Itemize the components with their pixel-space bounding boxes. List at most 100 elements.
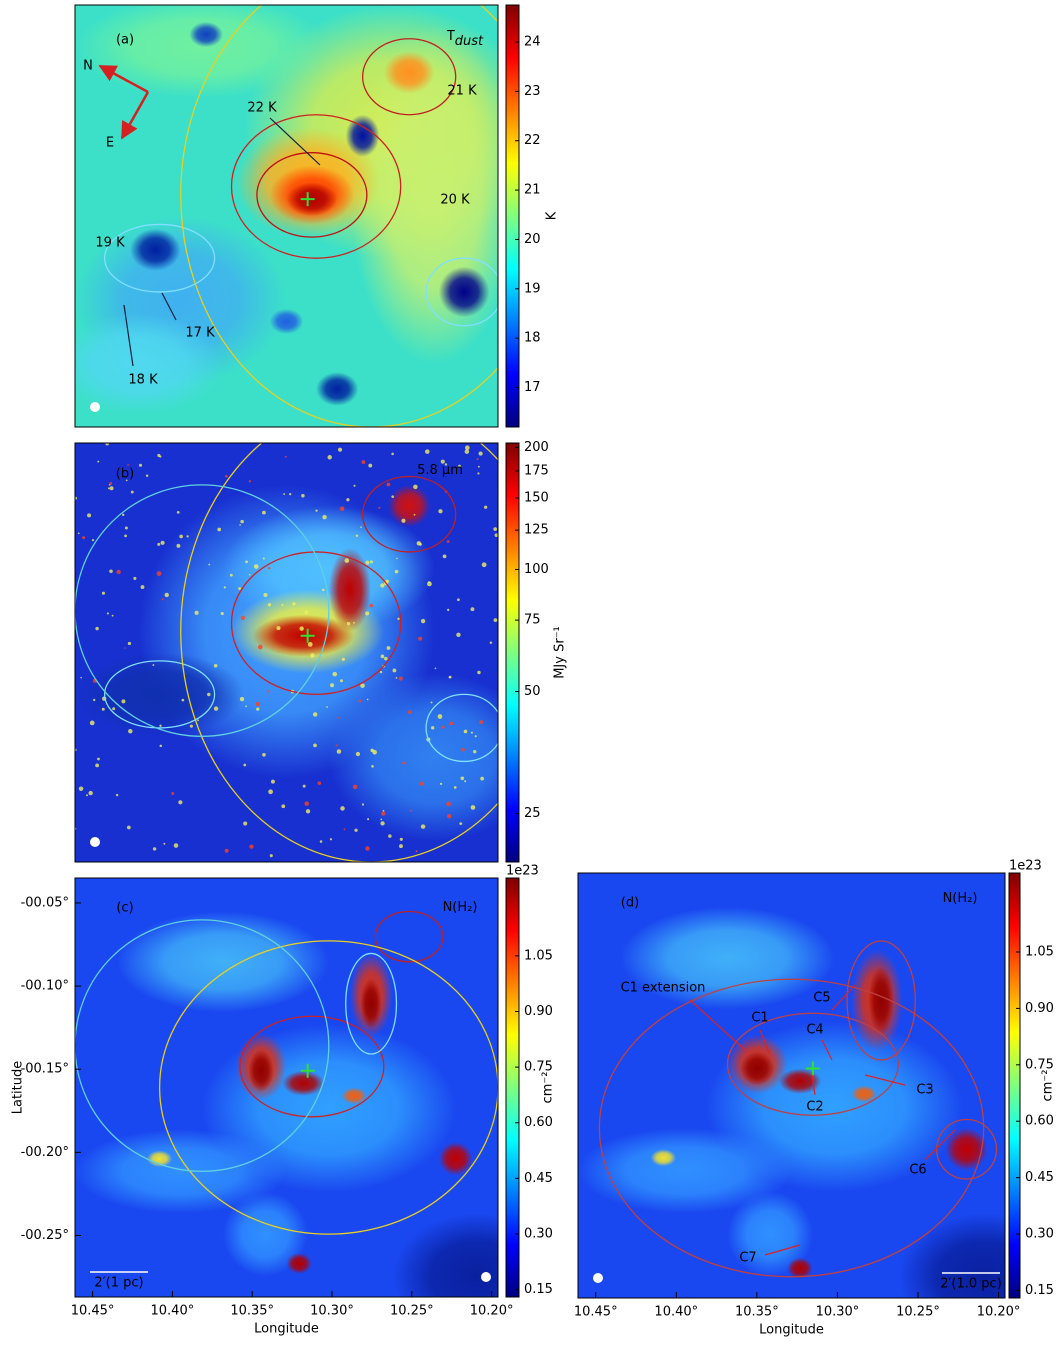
emission-region bbox=[117, 911, 329, 1013]
compass-arrow bbox=[98, 64, 149, 94]
star bbox=[430, 701, 433, 704]
star bbox=[391, 495, 395, 498]
star bbox=[397, 617, 400, 621]
star bbox=[384, 656, 388, 661]
star bbox=[380, 821, 385, 826]
star bbox=[440, 459, 445, 464]
star bbox=[128, 728, 133, 734]
source-marker bbox=[300, 1063, 315, 1078]
colorbar-label: MJy Sr⁻¹ bbox=[553, 626, 568, 679]
star bbox=[484, 505, 488, 509]
colorbar-tick-label: 0.15 bbox=[524, 1282, 553, 1297]
star bbox=[267, 603, 272, 607]
star bbox=[213, 706, 219, 711]
colorbar-tick-label: 1.05 bbox=[524, 948, 553, 963]
panel-title: N(H₂) bbox=[943, 891, 978, 906]
emission-region bbox=[787, 1257, 813, 1279]
star bbox=[415, 850, 418, 853]
contour bbox=[239, 1015, 385, 1118]
leader-line bbox=[821, 1039, 833, 1061]
star bbox=[360, 683, 365, 688]
star bbox=[82, 536, 86, 540]
annotation: C1 extension bbox=[621, 981, 706, 996]
star bbox=[145, 474, 149, 477]
star bbox=[173, 843, 179, 848]
emission-region bbox=[650, 1149, 677, 1167]
star bbox=[477, 670, 481, 675]
star bbox=[138, 463, 143, 467]
colorbar-tick-label: 75 bbox=[524, 613, 541, 628]
star bbox=[340, 679, 344, 683]
annotation: 19 K bbox=[95, 236, 125, 251]
star bbox=[464, 449, 470, 454]
beam bbox=[90, 402, 100, 412]
star bbox=[453, 786, 457, 789]
contour bbox=[361, 38, 457, 116]
star bbox=[341, 657, 345, 661]
star bbox=[181, 698, 185, 702]
contour bbox=[846, 940, 916, 1061]
star bbox=[473, 749, 477, 754]
star bbox=[263, 592, 268, 598]
star bbox=[312, 712, 318, 717]
star bbox=[197, 719, 200, 722]
x-tick-label: 10.40° bbox=[654, 1305, 698, 1320]
star bbox=[159, 724, 162, 727]
star bbox=[122, 513, 125, 517]
star bbox=[346, 498, 350, 502]
emission-region bbox=[360, 978, 382, 1029]
star bbox=[337, 716, 340, 719]
contour bbox=[103, 660, 216, 729]
star bbox=[456, 632, 461, 638]
panel-frame bbox=[74, 4, 499, 428]
leader-line bbox=[269, 117, 321, 166]
colorbar-label: K bbox=[545, 211, 560, 220]
star bbox=[470, 607, 475, 612]
contour bbox=[230, 551, 402, 696]
colorbar-tick-label: 23 bbox=[524, 84, 541, 99]
star bbox=[262, 510, 266, 515]
star bbox=[335, 744, 338, 747]
star bbox=[176, 510, 180, 514]
star bbox=[434, 667, 437, 670]
star bbox=[124, 526, 128, 530]
x-tick-label: 10.25° bbox=[390, 1304, 434, 1319]
star bbox=[382, 809, 385, 812]
colorbar-tick-label: 18 bbox=[524, 331, 541, 346]
star bbox=[240, 615, 246, 620]
leader-line bbox=[924, 1129, 956, 1161]
colorbar-tick-label: 0.30 bbox=[524, 1226, 553, 1241]
star bbox=[420, 618, 426, 624]
colorbar bbox=[1008, 872, 1021, 1299]
star bbox=[80, 676, 82, 679]
star bbox=[378, 506, 381, 509]
emission-region bbox=[328, 547, 372, 632]
star bbox=[302, 784, 306, 788]
star bbox=[140, 585, 145, 590]
star bbox=[281, 804, 286, 809]
colorbar-tick-label: 24 bbox=[524, 35, 541, 50]
emission-region bbox=[75, 652, 245, 737]
star bbox=[109, 486, 114, 491]
star bbox=[420, 824, 426, 829]
star bbox=[95, 626, 99, 631]
star bbox=[224, 474, 228, 478]
star bbox=[85, 794, 88, 797]
x-tick-label: 10.20° bbox=[977, 1305, 1021, 1320]
star bbox=[262, 557, 265, 560]
star bbox=[340, 806, 345, 811]
star bbox=[106, 612, 109, 615]
emission-region bbox=[578, 1128, 792, 1213]
colorbar bbox=[505, 4, 520, 428]
y-tick-label: -00.15° bbox=[21, 1062, 69, 1077]
star bbox=[354, 828, 358, 832]
star bbox=[304, 610, 309, 615]
leader-line bbox=[831, 984, 856, 1011]
star bbox=[391, 452, 394, 456]
emission-region bbox=[146, 1150, 173, 1168]
star bbox=[229, 573, 233, 577]
star bbox=[395, 677, 398, 679]
star bbox=[380, 818, 383, 821]
star bbox=[194, 610, 199, 615]
